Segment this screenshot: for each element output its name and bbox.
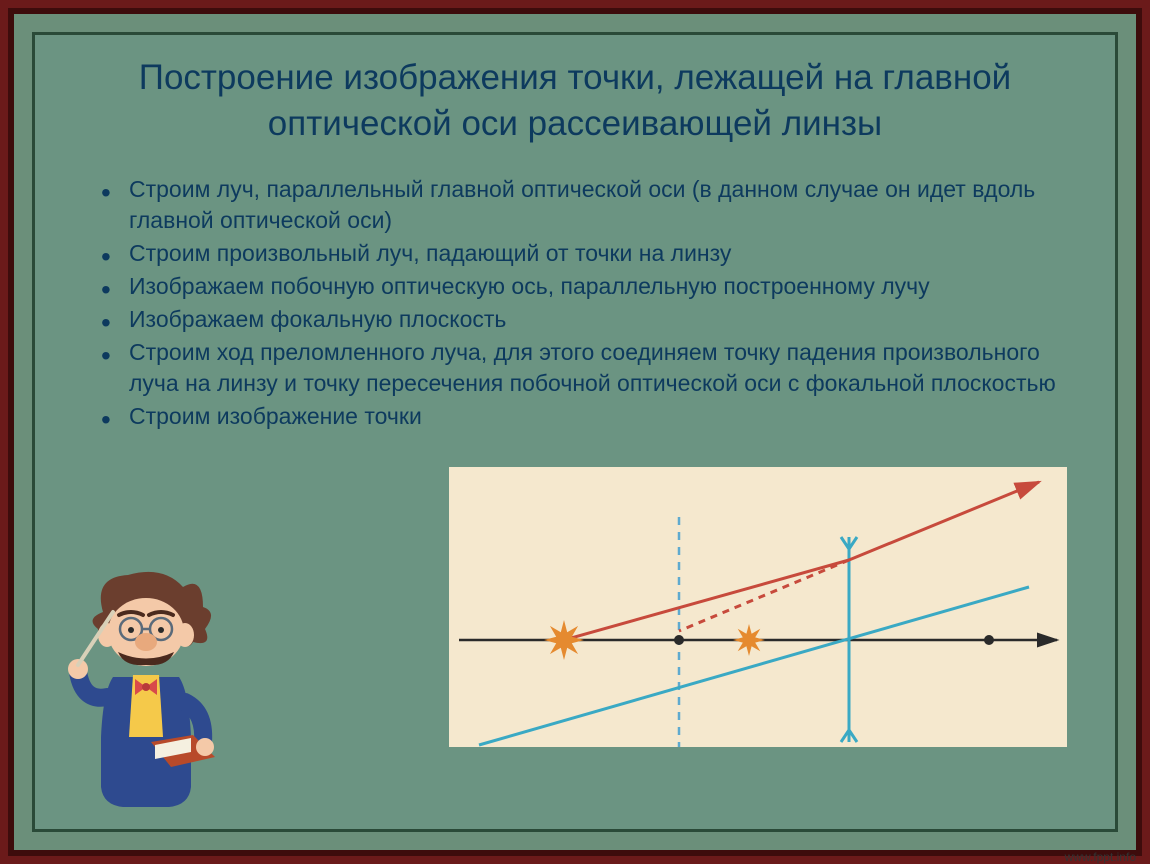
teacher-character-icon — [43, 557, 243, 817]
watermark: www.fppt.info — [1065, 850, 1136, 864]
list-item: Строим произвольный луч, падающий от точ… — [101, 238, 1065, 269]
optics-diagram — [449, 467, 1067, 747]
content-area: Построение изображения точки, лежащей на… — [32, 32, 1118, 832]
bullet-list: Строим луч, параллельный главной оптичес… — [85, 174, 1065, 432]
outer-frame: Построение изображения точки, лежащей на… — [8, 8, 1142, 856]
page-title: Построение изображения точки, лежащей на… — [85, 55, 1065, 146]
list-item: Строим луч, параллельный главной оптичес… — [101, 174, 1065, 236]
list-item: Строим изображение точки — [101, 401, 1065, 432]
list-item: Изображаем фокальную плоскость — [101, 304, 1065, 335]
list-item: Строим ход преломленного луча, для этого… — [101, 337, 1065, 399]
list-item: Изображаем побочную оптическую ось, пара… — [101, 271, 1065, 302]
